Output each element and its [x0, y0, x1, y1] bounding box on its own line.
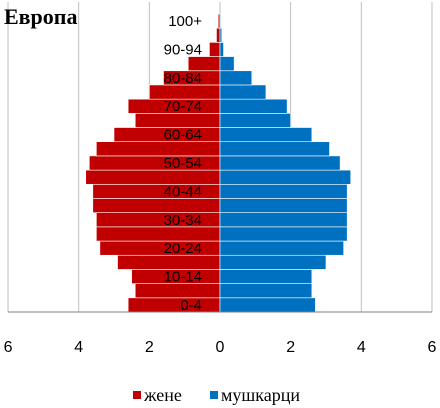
legend-label-men: мушкарци [221, 385, 300, 405]
bar-men-70-74 [219, 98, 288, 114]
bar-men-90-94 [219, 42, 224, 57]
age-label-80-84: 80-84 [164, 70, 202, 87]
bar-men-25-29 [219, 226, 348, 242]
bar-men-40-44 [219, 183, 348, 199]
age-label-70-74: 70-74 [164, 98, 202, 115]
bar-men-5-9 [219, 283, 313, 299]
bar-men-15-19 [219, 254, 327, 270]
bar-women-95-99 [216, 27, 221, 43]
x-axis-ticks: 6 4 2 0 2 4 6 [4, 339, 437, 356]
bar-women-35-39 [92, 198, 221, 213]
bar-men-100+ [219, 13, 222, 29]
bar-men-0-4 [219, 297, 316, 313]
age-labels: 0-4 10-14 20-24 30-34 40-44 50-54 60-64 70-74 80… [164, 13, 203, 314]
legend: жене мушкарци [133, 385, 300, 405]
age-label-20-24: 20-24 [164, 240, 202, 257]
legend-swatch-men [210, 391, 218, 399]
age-label-50-54: 50-54 [164, 155, 202, 172]
bar-women-85-89 [187, 56, 221, 72]
bar-men-50-54 [219, 155, 341, 171]
bar-women-45-49 [85, 169, 221, 185]
bar-women-90-94 [209, 42, 221, 57]
bar-women-65-69 [134, 113, 221, 128]
bar-women-5-9 [134, 283, 221, 299]
bar-women-15-19 [117, 254, 221, 270]
age-label-0-4: 0-4 [180, 297, 202, 314]
bar-men-75-79 [219, 84, 267, 100]
age-label-40-44: 40-44 [164, 183, 202, 200]
bar-men-95-99 [219, 27, 223, 43]
x-tick-label: 0 [216, 339, 225, 356]
age-label-30-34: 30-34 [164, 212, 202, 229]
bar-men-65-69 [219, 113, 291, 128]
x-tick-label: 6 [4, 339, 13, 356]
x-tick-label: 4 [74, 339, 83, 356]
age-label-90-94: 90-94 [164, 41, 202, 58]
bar-men-20-24 [219, 240, 344, 256]
bar-men-80-84 [219, 70, 253, 86]
x-tick-label: 2 [145, 339, 154, 356]
age-label-60-64: 60-64 [164, 127, 202, 144]
bar-men-10-14 [219, 269, 313, 284]
bar-women-0-4 [127, 297, 221, 313]
bar-men-30-34 [219, 212, 348, 228]
age-label-10-14: 10-14 [164, 269, 202, 286]
bar-women-25-29 [96, 226, 221, 242]
legend-label-women: жене [143, 385, 182, 405]
bar-men-55-59 [219, 141, 330, 157]
bar-men-85-89 [219, 56, 235, 72]
bar-women-55-59 [96, 141, 221, 157]
x-tick-label: 6 [428, 339, 437, 356]
chart-title: Европа [4, 4, 77, 29]
age-label-100+: 100+ [168, 13, 202, 30]
bar-women-75-79 [149, 84, 221, 100]
bar-men-60-64 [219, 127, 313, 143]
bar-men-35-39 [219, 198, 348, 213]
bar-men-45-49 [219, 169, 352, 185]
bars [85, 13, 352, 313]
x-tick-label: 4 [357, 339, 366, 356]
x-tick-label: 2 [286, 339, 295, 356]
legend-swatch-women [133, 391, 141, 399]
